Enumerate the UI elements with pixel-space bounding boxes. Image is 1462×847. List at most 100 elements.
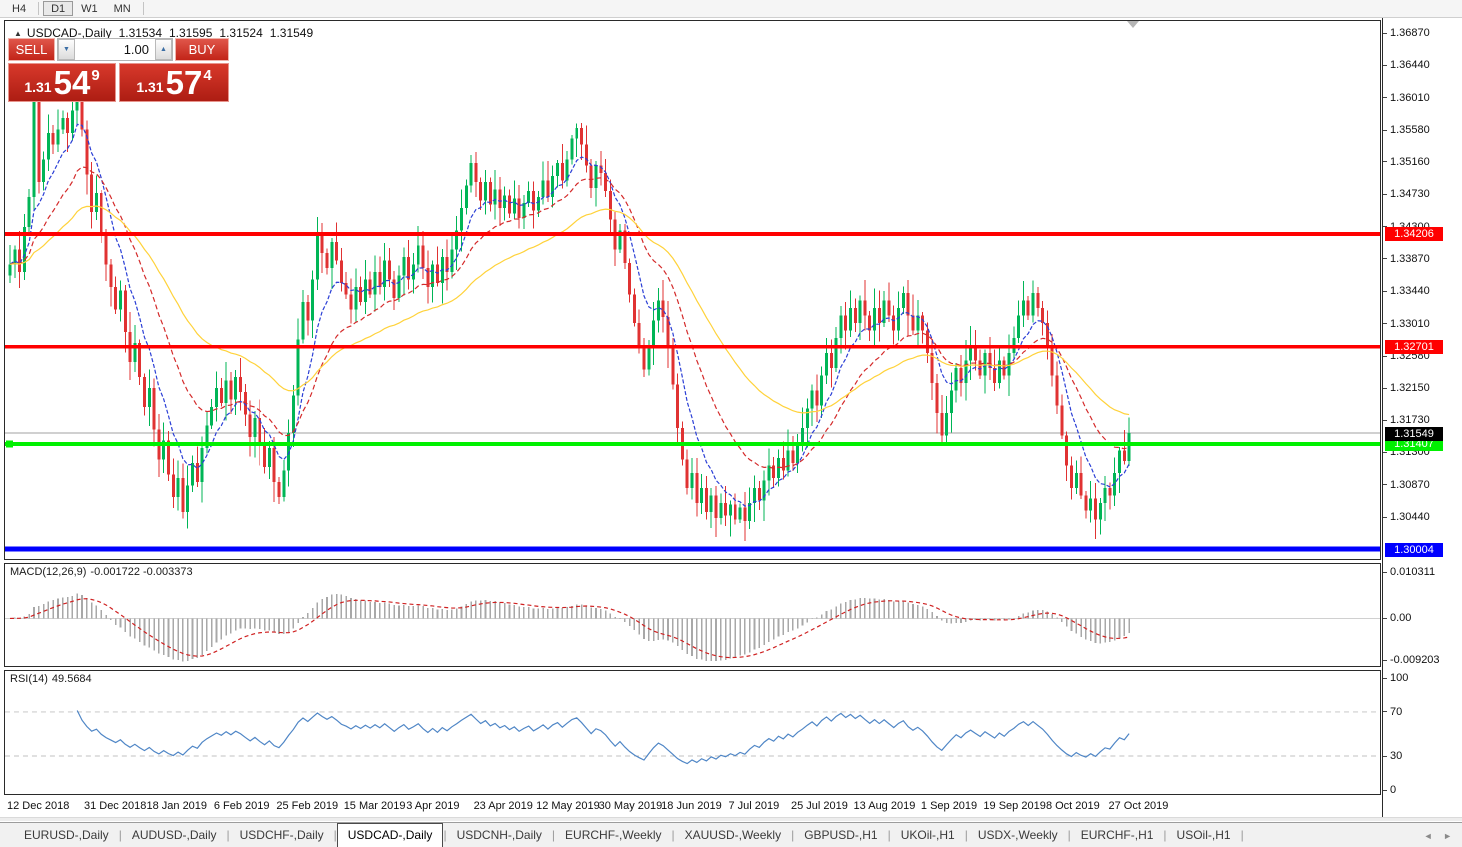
candle-body	[580, 127, 584, 145]
level-marker	[5, 440, 13, 448]
macd-canvas[interactable]	[5, 564, 1380, 666]
candle-body	[123, 290, 127, 332]
candle-body	[42, 159, 46, 182]
candle-body	[925, 330, 929, 353]
symbol-tab-eurusd[interactable]: EURUSD-,Daily	[24, 828, 109, 842]
candle-body	[892, 315, 896, 331]
candle-body	[743, 507, 747, 521]
candle-body	[604, 172, 608, 191]
candle-body	[527, 190, 531, 203]
tick-dash	[1383, 97, 1387, 99]
price-chart-canvas[interactable]	[5, 21, 1380, 559]
candle-body	[22, 226, 26, 272]
candle-body	[61, 118, 65, 130]
symbol-tab-eurchf[interactable]: EURCHF-,Weekly	[565, 828, 662, 842]
tab-scroll-arrows[interactable]: ◄ ►	[1423, 831, 1456, 841]
symbol-tab-usdcnh[interactable]: USDCNH-,Daily	[456, 828, 542, 842]
candle-body	[512, 198, 516, 214]
candle-body	[599, 165, 603, 173]
symbol-tab-usdchf[interactable]: USDCHF-,Daily	[239, 828, 324, 842]
timeframe-button-d1[interactable]: D1	[43, 1, 74, 16]
timeframe-button-w1[interactable]: W1	[81, 2, 98, 15]
sell-price-pip: 9	[91, 67, 100, 84]
candle-body	[748, 502, 752, 521]
tick-dash	[1383, 677, 1387, 679]
candle-body	[767, 465, 771, 481]
candle-body	[493, 189, 497, 205]
symbol-tab-xauusd[interactable]: XAUUSD-,Weekly	[684, 828, 782, 842]
candle-body	[166, 440, 170, 475]
volume-input[interactable]	[75, 39, 155, 60]
candle-body	[949, 390, 953, 413]
candle-body	[695, 472, 699, 503]
candle-body	[51, 133, 55, 145]
candle-body	[776, 457, 780, 479]
candle-body	[863, 300, 867, 316]
price-level-tag: 1.31407	[1385, 437, 1443, 452]
candle-body	[114, 286, 118, 310]
sell-price-big: 54	[53, 64, 91, 101]
candle-body	[560, 163, 564, 181]
candle-body	[997, 360, 1001, 383]
candle-body	[104, 234, 108, 265]
buy-price-display[interactable]: 1.31 57 4	[119, 63, 229, 102]
buy-price-pip: 4	[203, 67, 212, 84]
candle-body	[445, 256, 449, 272]
date-label: 25 Feb 2019	[276, 800, 339, 812]
candle-body	[983, 352, 987, 376]
macd-values: -0.001722 -0.003373	[90, 566, 193, 578]
candle-body	[714, 495, 718, 518]
volume-increase-button[interactable]: ▲	[155, 39, 172, 60]
tab-separator: |	[226, 827, 230, 842]
symbol-tab-usdx[interactable]: USDX-,Weekly	[977, 828, 1058, 842]
candle-body	[339, 260, 343, 284]
date-label: 8 Oct 2019	[1045, 800, 1100, 812]
date-label: 23 Apr 2019	[473, 800, 533, 812]
price-tick: 1.33870	[1383, 253, 1430, 265]
candle-body	[786, 450, 790, 471]
symbol-tab-ukoil[interactable]: UKOil-,H1	[900, 828, 955, 842]
timeframe-button-h4[interactable]: H4	[12, 2, 27, 15]
sell-price-display[interactable]: 1.31 54 9	[8, 63, 116, 102]
timeframe-button-mn[interactable]: MN	[113, 2, 131, 15]
candle-body	[575, 127, 579, 139]
price-tick: 1.36870	[1383, 27, 1430, 39]
price-axis[interactable]: 1.36870 1.36440 1.36010 1.35580 1.35160 1.347…	[1382, 18, 1462, 818]
symbol-tab-gbpusd[interactable]: GBPUSD-,H1	[804, 828, 878, 842]
symbol-tab-usoil[interactable]: USOil-,H1	[1176, 828, 1231, 842]
candle-body	[656, 300, 660, 321]
candle-body	[378, 271, 382, 287]
chart-shift-marker[interactable]	[1127, 21, 1139, 28]
symbol-tab-usdcad[interactable]: USDCAD-,Daily	[336, 823, 444, 847]
rsi-label: RSI(14) 49.5684	[10, 673, 96, 685]
date-label: 13 Aug 2019	[853, 800, 916, 812]
candle-body	[464, 185, 468, 209]
tab-separator: |	[887, 827, 891, 842]
volume-decrease-button[interactable]: ▼	[58, 39, 75, 60]
candle-body	[973, 345, 977, 361]
tab-separator: |	[1240, 827, 1244, 842]
date-axis[interactable]: 12 Dec 2018 31 Dec 2018 18 Jan 2019 6 Feb 2…	[4, 798, 1381, 814]
tab-separator: |	[1067, 827, 1071, 842]
symbol-tab-audusd[interactable]: AUDUSD-,Daily	[131, 828, 217, 842]
candle-body	[1093, 498, 1097, 520]
sell-button[interactable]: SELL	[8, 38, 55, 61]
candle-body	[752, 487, 756, 503]
buy-button[interactable]: BUY	[175, 38, 229, 61]
candle-body	[671, 348, 675, 385]
horizontal-scroll-strip[interactable]	[0, 817, 1462, 821]
candle-body	[541, 180, 545, 197]
candle-body	[978, 360, 982, 376]
collapse-arrow-icon[interactable]: ▲	[14, 29, 22, 38]
candle-body	[229, 380, 233, 400]
candle-body	[1065, 435, 1069, 466]
date-label: 18 Jan 2019	[146, 800, 208, 812]
candle-body	[853, 307, 857, 323]
symbol-tab-eurchf[interactable]: EURCHF-,H1	[1080, 828, 1154, 842]
date-label: 3 Apr 2019	[406, 800, 460, 812]
candle-body	[1021, 300, 1025, 316]
candle-body	[791, 450, 795, 464]
candle-body	[1079, 472, 1083, 496]
rsi-canvas[interactable]	[5, 671, 1380, 794]
date-label: 12 May 2019	[536, 800, 600, 812]
